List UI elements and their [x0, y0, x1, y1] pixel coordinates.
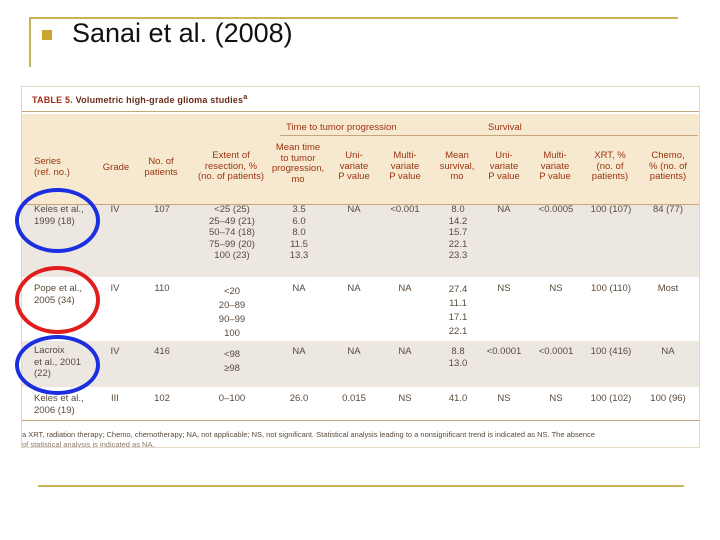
cell-uni-p1: NA [347, 346, 361, 357]
square-bullet-icon [42, 30, 52, 40]
col-header-uni-p2: Uni-variate P value [488, 150, 520, 182]
cell-xrt: 100 (102) [590, 393, 632, 404]
bottom-divider [22, 420, 699, 421]
table-caption: Volumetric high-grade glioma studies [75, 95, 244, 105]
cell-xrt: 100 (416) [590, 346, 632, 357]
cell-multi-p2: NS [549, 393, 563, 404]
cell-mean-ttp: 26.0 [289, 393, 309, 404]
cell-uni-p1: NA [347, 283, 361, 294]
cell-chemo: Most [657, 283, 679, 294]
cell-uni-p1: NA [347, 204, 361, 215]
cell-mean-ttp: 3.5 6.0 8.0 11.5 13.3 [289, 204, 309, 261]
cell-patients: 416 [154, 346, 170, 357]
cell-xrt: 100 (107) [590, 204, 632, 215]
cell-chemo: NA [661, 346, 675, 357]
cell-patients: 110 [154, 283, 170, 294]
footnote-line-1: a XRT, radiation therapy; Chemo, chemoth… [22, 430, 595, 439]
col-header-xrt: XRT, % (no. of patients) [591, 150, 629, 182]
cell-multi-p2: NS [549, 283, 563, 294]
col-header-uni-p1: Uni-variate P value [338, 150, 370, 182]
cell-grade: IV [110, 204, 120, 215]
left-rule [29, 17, 31, 67]
cell-uni-p2: NA [497, 204, 511, 215]
group-underline-progression [280, 135, 442, 136]
cell-mean-survival: 8.8 13.0 [448, 346, 468, 369]
cell-multi-p1: <0.001 [390, 204, 420, 215]
col-header-resection: Extent of resection, % (no. of patients) [197, 150, 264, 182]
cell-xrt: 100 (110) [591, 283, 631, 294]
group-header-survival: Survival [488, 122, 522, 133]
col-header-mean-survival: Mean survival, mo [439, 150, 475, 182]
col-header-series: Series (ref. no.) [34, 156, 70, 178]
footnote-line-2: of statistical analysis is indicated as … [22, 440, 155, 448]
table-figure: TABLE 5. Volumetric high-grade glioma st… [21, 86, 700, 448]
cell-uni-p2: NS [497, 283, 511, 294]
group-underline-survival [434, 135, 698, 136]
cell-multi-p1: NA [398, 346, 412, 357]
table-caption-sup: a [243, 92, 248, 101]
cell-multi-p2: <0.0001 [538, 346, 574, 357]
cell-uni-p2: NS [497, 393, 511, 404]
cell-chemo: 84 (77) [652, 204, 684, 215]
header-divider [22, 204, 699, 205]
cell-patients: 107 [154, 204, 170, 215]
cell-mean-ttp: NA [292, 346, 306, 357]
col-header-multi-p2: Multi-variate P value [539, 150, 571, 182]
table-row-shade [22, 341, 699, 387]
annotation-circle-red [15, 266, 100, 334]
cell-mean-survival: 41.0 [448, 393, 468, 404]
cell-patients: 102 [154, 393, 170, 404]
col-header-patients: No. of patients [144, 156, 178, 178]
col-header-grade: Grade [102, 162, 130, 173]
cell-multi-p1: NA [398, 283, 412, 294]
header-band [22, 114, 699, 205]
group-header-progression: Time to tumor progression [286, 122, 397, 133]
table-row-shade [22, 205, 699, 277]
col-header-multi-p1: Multi-variate P value [389, 150, 421, 182]
top-rule [30, 17, 678, 19]
slide-title: Sanai et al. (2008) [72, 18, 293, 48]
cell-multi-p2: <0.0005 [538, 204, 574, 215]
cell-multi-p1: NS [398, 393, 412, 404]
cell-grade: III [111, 393, 119, 404]
cell-grade: IV [110, 346, 120, 357]
cell-series: Keles et al., 2006 (19) [34, 393, 84, 416]
cell-uni-p1: 0.015 [342, 393, 366, 404]
cell-uni-p2: <0.0001 [486, 346, 522, 357]
col-header-chemo: Chemo,% (no. of patients) [648, 150, 688, 182]
annotation-circle-blue [15, 188, 100, 253]
cell-resection: <20 20–89 90–99 100 [218, 286, 246, 339]
table-footnote: a XRT, radiation therapy; Chemo, chemoth… [22, 430, 595, 448]
top-divider [22, 111, 699, 112]
table-title: TABLE 5. Volumetric high-grade glioma st… [32, 92, 248, 105]
col-header-mean-ttp: Mean time to tumor progression, mo [271, 142, 325, 185]
cell-grade: IV [110, 283, 120, 294]
bottom-rule [38, 485, 684, 487]
cell-resection: <98 ≥98 [223, 349, 241, 374]
cell-resection: <25 (25) 25–49 (21) 50–74 (18) 75–99 (20) 10… [209, 204, 255, 261]
cell-chemo: 100 (96) [650, 393, 686, 404]
cell-mean-survival: 8.0 14.2 15.7 22.1 23.3 [448, 204, 468, 261]
cell-mean-ttp: NA [292, 283, 306, 294]
annotation-circle-blue [15, 335, 100, 395]
table-label: TABLE 5. [32, 95, 73, 105]
cell-resection: 0–100 [218, 393, 246, 404]
cell-mean-survival: 27.4 11.1 17.1 22.1 [448, 284, 468, 337]
